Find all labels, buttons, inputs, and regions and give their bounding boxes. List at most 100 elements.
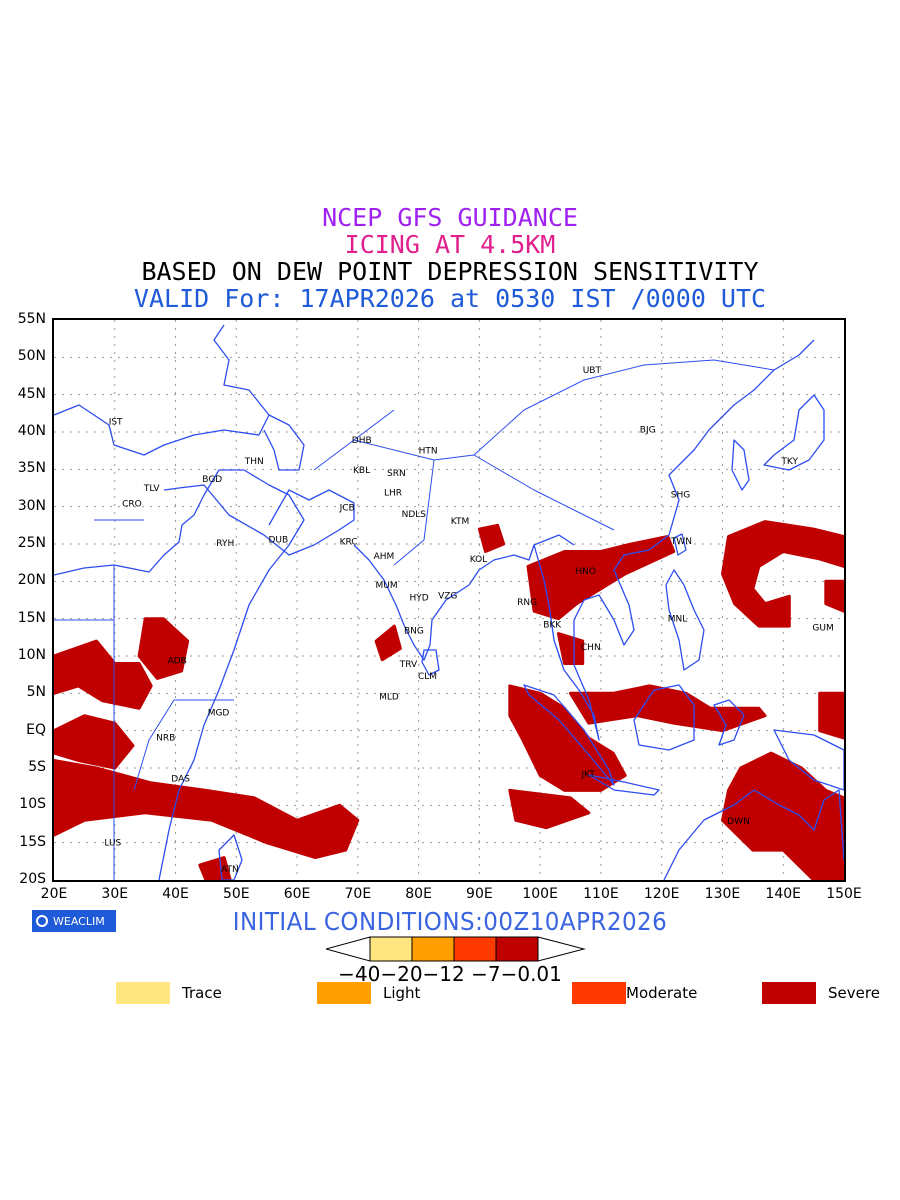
legend-light-swatch [317, 982, 371, 1004]
city-label-mnl: MNL [668, 615, 688, 625]
map-frame: UBT IST BJG DHB HTN THN KBL SRN TKY BGD TLV LHR CRO S… [52, 318, 846, 882]
coastline-caspian [263, 414, 305, 471]
city-label-kol: KOL [470, 555, 488, 565]
city-label-mld: MLD [379, 692, 399, 702]
severe-region-ethiopia [137, 617, 190, 680]
severe-region-borneo-band [569, 684, 767, 733]
lat-tick-label: 5N [26, 684, 46, 701]
coastline-sulawesi [713, 699, 745, 746]
severe-region-typhoon [721, 520, 844, 628]
colorbar-labels: −40−20−12 −7−0.01 [338, 962, 562, 986]
city-label-lhr: LHR [384, 489, 402, 499]
severe-region-north-aus-east [800, 818, 844, 860]
lon-tick-label: 140E [765, 886, 801, 902]
lat-tick-label: 40N [17, 423, 46, 439]
lat-tick-label: 55N [17, 311, 46, 327]
coastline-java [588, 774, 660, 796]
weaclim-logo: WEACLIM [32, 910, 116, 932]
city-label-krc: KRC [340, 538, 358, 548]
coastline-japan [763, 394, 825, 471]
legend-light: Light [317, 982, 420, 1004]
city-label-gum: GUM [812, 624, 833, 634]
city-label-bng: BNG [404, 627, 424, 637]
city-label-ktm: KTM [451, 517, 469, 527]
city-label-ist: IST [109, 418, 123, 428]
city-labels: UBT IST BJG DHB HTN THN KBL SRN TKY BGD TLV LHR CRO S… [104, 366, 833, 875]
coastline-arabia [163, 484, 355, 556]
lat-tick-label: 25N [17, 535, 46, 551]
colorbar-moderate [453, 936, 497, 962]
city-label-dhb: DHB [352, 436, 372, 446]
city-label-das: DAS [171, 774, 190, 784]
city-label-tlv: TLV [143, 484, 161, 494]
coastline-sea [533, 339, 815, 741]
weaclim-logo-text: WEACLIM [53, 914, 105, 928]
city-label-mum: MUM [376, 581, 398, 591]
coastline-india [353, 534, 575, 661]
city-label-ryh: RYH [216, 539, 234, 549]
lat-tick-label: 20S [19, 871, 46, 887]
city-label-ubt: UBT [583, 366, 602, 376]
coastline-madagascar [218, 834, 243, 880]
city-label-srn: SRN [387, 469, 406, 479]
city-label-jcb: JCB [339, 503, 355, 513]
title-line-1: NCEP GFS GUIDANCE [322, 203, 578, 232]
coastline-sumatra [523, 684, 615, 786]
legend-severe-swatch [762, 982, 816, 1004]
city-label-dwn: DWN [727, 817, 750, 827]
lon-tick-label: 110E [583, 886, 619, 902]
city-label-thn: THN [244, 457, 264, 467]
lon-tick-label: 40E [162, 886, 189, 902]
lon-tick-label: 130E [704, 886, 741, 902]
lon-tick-label: 30E [101, 886, 129, 902]
legend-moderate: Moderate [572, 982, 697, 1004]
city-label-ndls: NDLS [402, 510, 427, 520]
title-line-4: VALID For: 17APR2026 at 0530 IST /0000 U… [133, 284, 767, 313]
city-label-bkk: BKK [543, 621, 562, 631]
legend-moderate-swatch [572, 982, 626, 1004]
lat-tick-label: 10N [17, 647, 46, 663]
legend-light-label: Light [383, 984, 421, 1002]
severe-region-east-coast-20n [824, 579, 844, 613]
city-label-twn: TWN [670, 537, 692, 547]
coastline-srilanka [421, 649, 440, 676]
colorbar-left-arrow [326, 936, 371, 962]
lat-tick-label: 45N [17, 385, 46, 402]
city-label-mgd: MGD [208, 709, 230, 719]
lat-tick-label: 15S [19, 833, 46, 850]
border-lines [54, 359, 775, 880]
severe-region-sri-lanka-sw [374, 624, 402, 662]
coastline-philippines [665, 569, 705, 671]
colorbar-severe [495, 936, 539, 962]
legend-trace: Trace [116, 982, 222, 1004]
lat-tick-label: 35N [17, 460, 46, 477]
severe-region-ne-india [477, 523, 506, 553]
legend-moderate-label: Moderate [626, 984, 698, 1002]
city-label-hyd: HYD [410, 594, 429, 604]
coastline-europe [54, 324, 270, 456]
lon-tick-label: 20E [40, 886, 68, 902]
lon-tick-label: 150E [826, 886, 862, 902]
coastline-korea [731, 439, 750, 491]
coastlines [54, 324, 844, 880]
lon-tick-label: 120E [643, 886, 680, 902]
legend-trace-label: Trace [182, 984, 222, 1002]
coastline-newguinea [773, 729, 844, 791]
severe-region-south-china [526, 535, 676, 621]
colorbar-light [411, 936, 455, 962]
coastline-africa [54, 469, 305, 880]
city-label-nrb: NRB [156, 733, 175, 743]
severe-region-west-africa [54, 639, 153, 710]
city-label-lus: LUS [104, 839, 121, 849]
city-label-chn: CHN [581, 643, 601, 653]
lat-tick-label: 30N [17, 497, 46, 514]
severe-region-indochina-s [556, 632, 585, 665]
city-label-htn: HTN [419, 447, 438, 457]
city-label-trv: TRV [399, 660, 418, 670]
city-label-tky: TKY [780, 457, 798, 467]
lat-tick-label: 20N [17, 572, 46, 589]
severe-region-congo [54, 714, 135, 770]
lat-tick-label: 50N [17, 348, 46, 365]
coastline-australia [663, 789, 844, 880]
city-label-cro: CRO [122, 500, 142, 510]
